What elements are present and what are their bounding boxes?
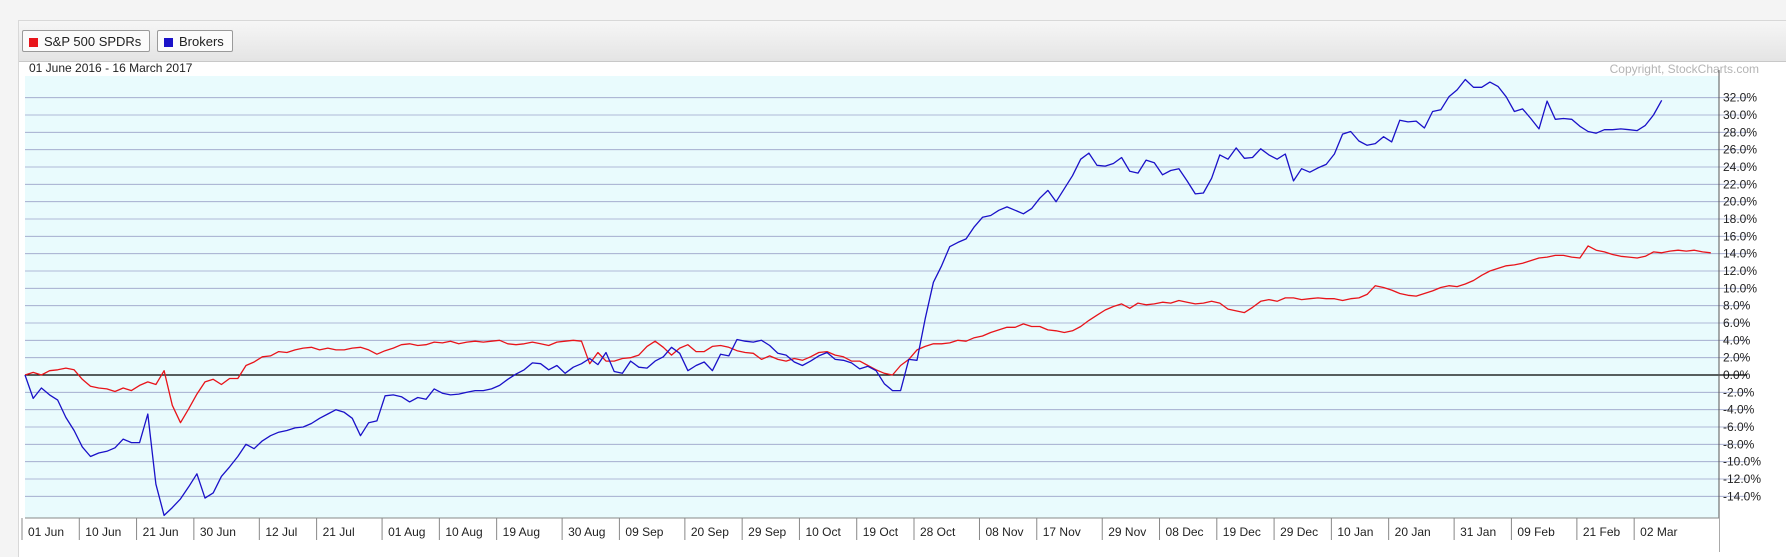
y-tick-label: -6.0% (1723, 420, 1755, 434)
chart-frame: S&P 500 SPDRs Brokers 01 June 2016 - 16 … (18, 20, 1786, 557)
x-tick-label: 09 Sep (625, 525, 663, 539)
series-line-spy (24, 245, 1711, 424)
y-tick-label: -14.0% (1723, 489, 1761, 503)
y-tick-label: 22.0% (1723, 177, 1757, 191)
legend-label-brokers: Brokers (179, 34, 224, 49)
x-tick-label: 10 Aug (445, 525, 482, 539)
legend-swatch-brokers (164, 38, 173, 47)
x-tick-label: 21 Jul (323, 525, 355, 539)
x-tick-label: 10 Jan (1337, 525, 1373, 539)
x-tick-label: 19 Aug (503, 525, 540, 539)
x-tick-label: 01 Aug (388, 525, 425, 539)
x-tick-label: 10 Oct (805, 525, 841, 539)
y-tick-label: 28.0% (1723, 125, 1757, 139)
x-tick-label: 17 Nov (1043, 525, 1081, 539)
x-tick-label: 19 Oct (863, 525, 899, 539)
x-tick-label: 08 Dec (1166, 525, 1204, 539)
x-tick-label: 09 Feb (1517, 525, 1555, 539)
y-tick-label: 4.0% (1723, 333, 1751, 347)
x-tick-label: 08 Nov (985, 525, 1023, 539)
y-tick-label: 2.0% (1723, 351, 1751, 365)
y-tick-label: 12.0% (1723, 264, 1757, 278)
x-tick-label: 20 Jan (1395, 525, 1431, 539)
legend-bar: S&P 500 SPDRs Brokers (19, 21, 1786, 62)
y-tick-label: -12.0% (1723, 472, 1761, 486)
price-chart: 32.0% 30.0% 28.0% 26.0% 24.0% 22.0% 20.0% 18.0%… (21, 70, 1761, 552)
y-tick-label: 18.0% (1723, 212, 1757, 226)
date-range: 01 June 2016 - 16 March 2017 (29, 61, 193, 75)
copyright: Copyright, StockCharts.com (1609, 62, 1759, 76)
legend-label-spy: S&P 500 SPDRs (44, 34, 142, 49)
plot-area (25, 76, 1719, 518)
y-tick-label: -4.0% (1723, 403, 1755, 417)
x-tick-label: 28 Oct (920, 525, 956, 539)
x-tick-label: 12 Jul (265, 525, 297, 539)
y-tick-label: 24.0% (1723, 160, 1757, 174)
y-tick-label: 26.0% (1723, 143, 1757, 157)
y-tick-label: 20.0% (1723, 195, 1757, 209)
legend-swatch-spy (29, 38, 38, 47)
x-tick-label: 31 Jan (1460, 525, 1496, 539)
x-axis-band (25, 518, 1719, 552)
x-tick-label: 29 Dec (1280, 525, 1318, 539)
x-tick-label: 29 Nov (1108, 525, 1146, 539)
x-tick-label: 01 Jun (28, 525, 64, 539)
x-tick-label: 21 Feb (1583, 525, 1621, 539)
x-tick-label: 10 Jun (85, 525, 121, 539)
x-tick-label: 21 Jun (143, 525, 179, 539)
x-tick-label: 20 Sep (691, 525, 729, 539)
x-tick-label: 29 Sep (748, 525, 786, 539)
y-tick-label: 16.0% (1723, 229, 1757, 243)
y-tick-label: 6.0% (1723, 316, 1751, 330)
x-tick-label: 30 Jun (200, 525, 236, 539)
y-tick-label: 10.0% (1723, 281, 1757, 295)
y-tick-label: 14.0% (1723, 247, 1757, 261)
x-tick-label: 30 Aug (568, 525, 605, 539)
x-tick-label: 19 Dec (1223, 525, 1261, 539)
y-tick-label: 8.0% (1723, 299, 1751, 313)
legend-item-brokers[interactable]: Brokers (157, 30, 233, 52)
x-tick-label: 02 Mar (1640, 525, 1677, 539)
y-tick-label: -8.0% (1723, 437, 1755, 451)
y-tick-label: 30.0% (1723, 108, 1757, 122)
legend-item-spy[interactable]: S&P 500 SPDRs (22, 30, 151, 52)
y-tick-label: -2.0% (1723, 385, 1755, 399)
y-tick-label: 32.0% (1723, 91, 1757, 105)
y-tick-label: -10.0% (1723, 455, 1761, 469)
series-line-brokers (24, 78, 1663, 517)
